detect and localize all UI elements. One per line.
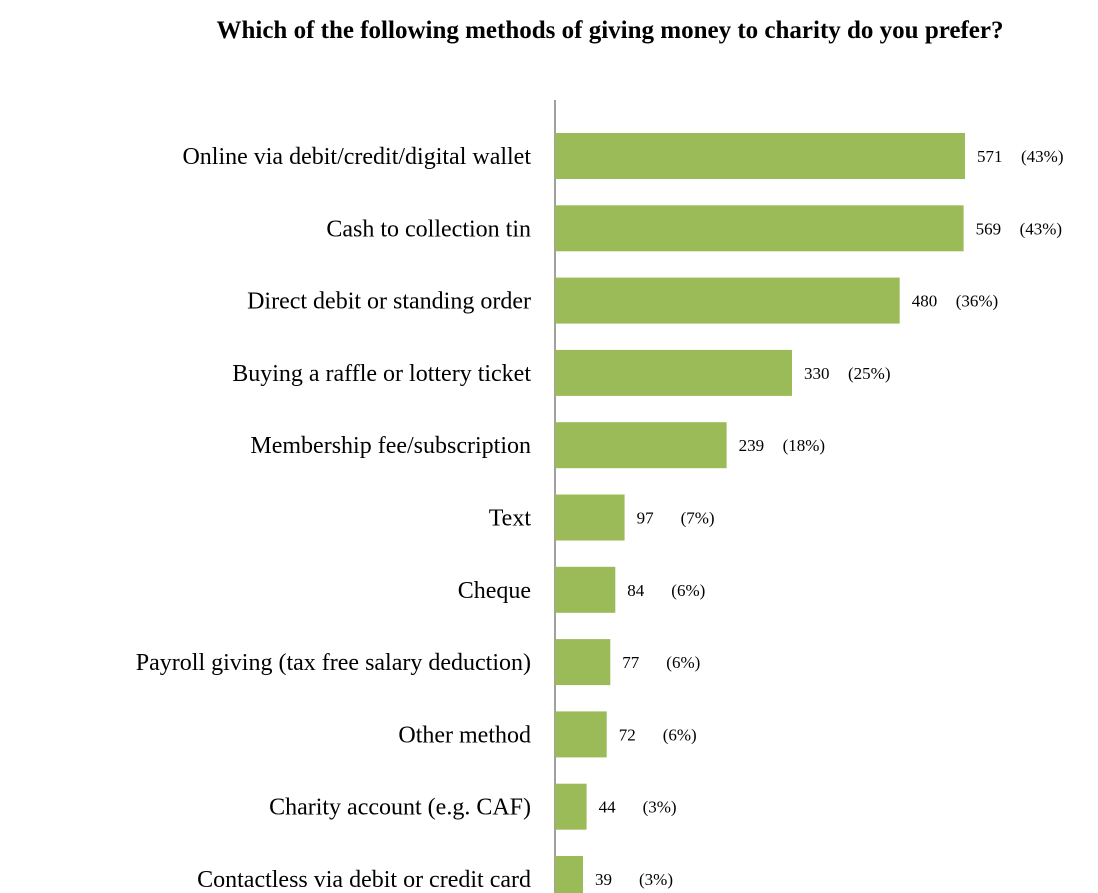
data-label-percent: (18%) xyxy=(783,436,825,455)
data-label-percent: (6%) xyxy=(666,653,700,672)
category-label: Membership fee/subscription xyxy=(250,433,531,459)
data-label-percent: (3%) xyxy=(639,870,673,889)
data-label-percent: (43%) xyxy=(1021,147,1063,166)
data-label-value: 97 xyxy=(637,509,655,528)
bar xyxy=(555,711,607,758)
data-label-percent: (6%) xyxy=(671,581,705,600)
category-label: Charity account (e.g. CAF) xyxy=(269,795,531,821)
data-label-value: 39 xyxy=(595,870,612,889)
data-label-percent: (25%) xyxy=(848,364,890,383)
data-label-percent: (43%) xyxy=(1020,219,1062,238)
bar xyxy=(555,422,727,469)
data-label-value: 330 xyxy=(804,364,830,383)
data-label-value: 77 xyxy=(622,653,640,672)
bar xyxy=(555,494,625,541)
bar xyxy=(555,277,900,324)
category-label: Cheque xyxy=(458,578,531,604)
bar xyxy=(555,639,611,686)
category-label: Other method xyxy=(398,722,531,748)
bar xyxy=(555,566,616,613)
data-label-value: 569 xyxy=(976,219,1002,238)
category-label: Buying a raffle or lottery ticket xyxy=(232,361,531,387)
data-label-percent: (7%) xyxy=(681,509,715,528)
category-label: Contactless via debit or credit card xyxy=(197,867,531,893)
chart-title: Which of the following methods of giving… xyxy=(216,17,1004,44)
data-label-percent: (6%) xyxy=(663,725,697,744)
data-label-value: 239 xyxy=(739,436,765,455)
bar xyxy=(555,133,965,179)
bar xyxy=(555,783,587,830)
data-label-value: 571 xyxy=(977,147,1003,166)
category-label: Cash to collection tin xyxy=(326,216,531,242)
data-label-value: 44 xyxy=(599,798,617,817)
category-label: Online via debit/credit/digital wallet xyxy=(182,144,531,170)
category-label: Text xyxy=(489,506,532,532)
category-label: Direct debit or standing order xyxy=(247,289,531,315)
data-label-percent: (36%) xyxy=(956,292,998,311)
bar xyxy=(555,349,792,396)
data-label-value: 480 xyxy=(912,292,938,311)
data-label-percent: (3%) xyxy=(643,798,677,817)
data-label-value: 84 xyxy=(627,581,645,600)
bar xyxy=(555,205,964,252)
bar xyxy=(555,856,583,893)
category-label: Payroll giving (tax free salary deductio… xyxy=(136,650,531,676)
data-label-value: 72 xyxy=(619,725,636,744)
